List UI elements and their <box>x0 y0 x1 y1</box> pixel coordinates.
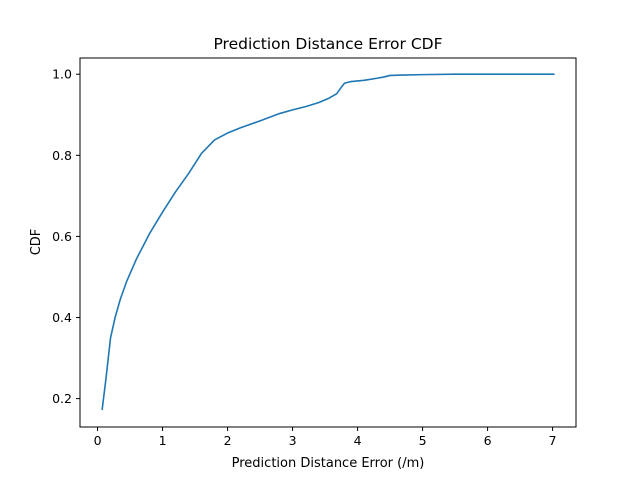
x-tick-label: 4 <box>354 433 362 448</box>
y-tick-label: 0.6 <box>52 229 72 244</box>
y-tick-label: 0.2 <box>52 391 72 406</box>
y-axis-label: CDF <box>29 229 44 256</box>
x-tick-label: 7 <box>549 433 557 448</box>
y-tick-label: 1.0 <box>52 67 72 82</box>
plot-frame <box>79 57 577 428</box>
y-tick-label: 0.8 <box>52 148 72 163</box>
x-tick-label: 0 <box>94 433 102 448</box>
x-axis-label: Prediction Distance Error (/m) <box>232 456 425 471</box>
plot-area <box>79 57 577 428</box>
x-tick-label: 1 <box>159 433 167 448</box>
x-tick-label: 2 <box>224 433 232 448</box>
chart-title: Prediction Distance Error CDF <box>213 35 442 53</box>
cdf-line <box>101 73 555 411</box>
y-axis: 0.2 0.4 0.6 0.8 1.0 <box>52 67 80 406</box>
x-tick-label: 5 <box>419 433 427 448</box>
x-tick-label: 3 <box>289 433 297 448</box>
y-tick-label: 0.4 <box>52 310 72 325</box>
x-tick-label: 6 <box>484 433 492 448</box>
x-axis: 0 1 2 3 4 5 6 7 <box>94 427 557 448</box>
